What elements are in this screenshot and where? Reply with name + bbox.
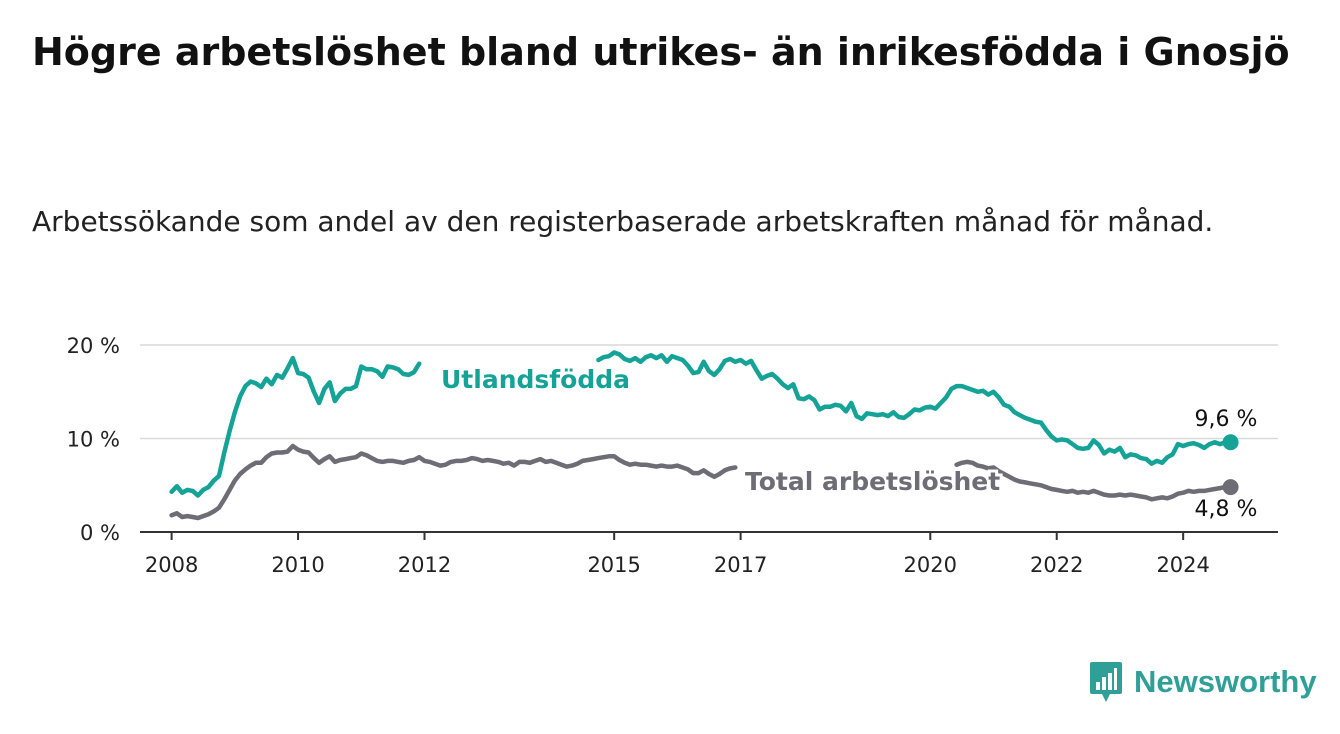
- series-name-label: Utlandsfödda: [441, 365, 630, 394]
- series-line-1: [169, 443, 738, 521]
- chart-labels: 0 % 10 % 20 % 2008 2010 2012 2015 2017 2020 2022 2…: [67, 334, 1258, 577]
- series-line-0: [596, 350, 1233, 466]
- grid-lines: [140, 344, 1278, 540]
- x-tick-label: 2010: [271, 553, 324, 577]
- x-tick-label: 2022: [1030, 553, 1083, 577]
- newsworthy-logo-icon: [1090, 662, 1122, 702]
- chart-subtitle: Arbetssökande som andel av den registerb…: [32, 205, 1214, 238]
- y-tick-label: 20 %: [67, 334, 120, 358]
- series-end-value-label: 9,6 %: [1195, 407, 1258, 432]
- x-tick-label: 2012: [398, 553, 451, 577]
- x-tick-label: 2017: [714, 553, 767, 577]
- series-end-marker: [1222, 479, 1239, 496]
- series-lines: [169, 350, 1239, 521]
- series-end-value-label: 4,8 %: [1195, 497, 1258, 522]
- y-tick-label: 10 %: [67, 428, 120, 452]
- series-name-label: Total arbetslöshet: [745, 467, 1000, 496]
- series-line-0: [169, 355, 422, 498]
- brand-name: Newsworthy: [1134, 664, 1317, 699]
- x-tick-label: 2024: [1156, 553, 1209, 577]
- x-tick-label: 2015: [587, 553, 640, 577]
- brand-logo: Newsworthy: [1088, 660, 1317, 704]
- series-end-marker: [1222, 434, 1239, 451]
- y-tick-label: 0 %: [80, 521, 120, 545]
- series-line-1: [954, 459, 1233, 502]
- x-tick-label: 2008: [145, 553, 198, 577]
- x-tick-label: 2020: [904, 553, 957, 577]
- chart-title: Högre arbetslöshet bland utrikes- än inr…: [32, 30, 1290, 74]
